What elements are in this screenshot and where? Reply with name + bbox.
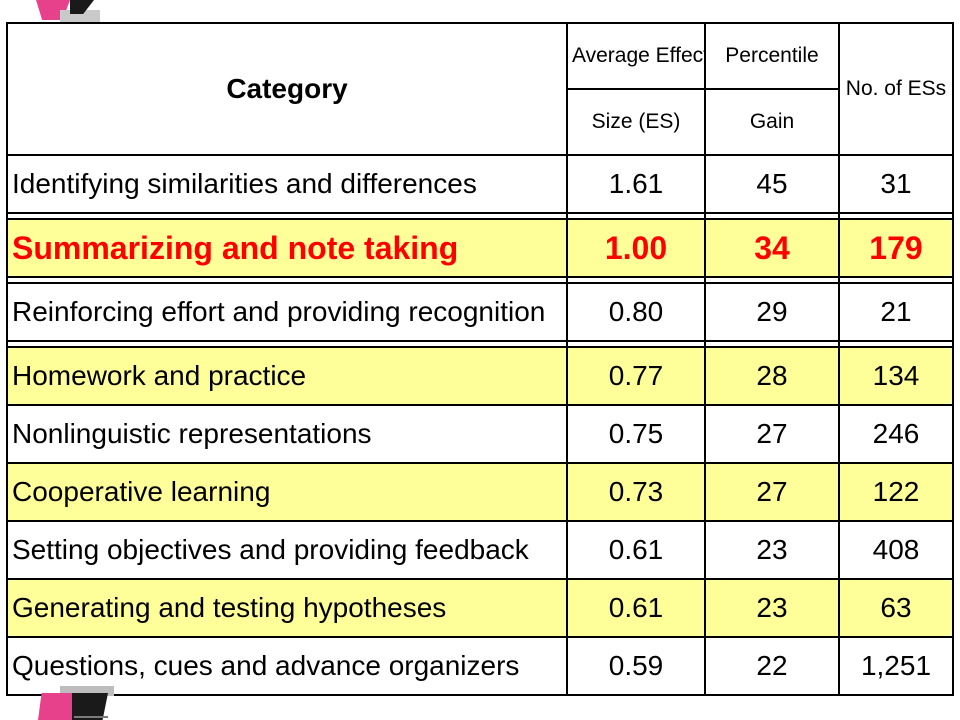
percentile-gain-cell: 23: [704, 520, 840, 580]
table-row: Setting objectives and providing feedbac…: [6, 520, 954, 580]
table-row: Summarizing and note taking 1.00 34 179: [6, 218, 954, 278]
corner-decoration-line: [74, 716, 108, 718]
table-row: Homework and practice 0.77 28 134: [6, 346, 954, 406]
category-cell: Setting objectives and providing feedbac…: [6, 520, 568, 580]
header-effect-size-bottom: Size (ES): [566, 88, 706, 156]
row-separator: [6, 341, 954, 347]
count-cell: 122: [838, 462, 954, 522]
category-cell: Nonlinguistic representations: [6, 404, 568, 464]
count-cell: 1,251: [838, 636, 954, 696]
separator-cell: [704, 341, 840, 347]
effect-size-cell: 0.61: [566, 520, 706, 580]
separator-cell: [6, 277, 568, 283]
effect-size-cell: 0.59: [566, 636, 706, 696]
separator-cell: [838, 213, 954, 219]
category-cell: Reinforcing effort and providing recogni…: [6, 282, 568, 342]
separator-cell: [6, 341, 568, 347]
corner-decoration-gray-bottom: [60, 686, 114, 696]
effect-size-cell: 0.80: [566, 282, 706, 342]
separator-cell: [566, 277, 706, 283]
percentile-gain-cell: 45: [704, 154, 840, 214]
percentile-gain-cell: 34: [704, 218, 840, 278]
separator-cell: [6, 213, 568, 219]
table-row: Nonlinguistic representations 0.75 27 246: [6, 404, 954, 464]
category-cell: Summarizing and note taking: [6, 218, 568, 278]
effect-size-cell: 0.75: [566, 404, 706, 464]
row-separator: [6, 213, 954, 219]
percentile-gain-cell: 22: [704, 636, 840, 696]
category-cell: Homework and practice: [6, 346, 568, 406]
category-cell: Identifying similarities and differences: [6, 154, 568, 214]
table-row: Reinforcing effort and providing recogni…: [6, 282, 954, 342]
separator-cell: [838, 277, 954, 283]
count-cell: 246: [838, 404, 954, 464]
separator-cell: [704, 277, 840, 283]
separator-cell: [704, 213, 840, 219]
count-cell: 179: [838, 218, 954, 278]
strategies-table: Category Average Effect Percentile No. o…: [6, 22, 954, 696]
corner-decoration-black-bottom: [72, 693, 108, 720]
percentile-gain-cell: 27: [704, 404, 840, 464]
row-separator: [6, 277, 954, 283]
effect-size-cell: 0.73: [566, 462, 706, 522]
category-cell: Questions, cues and advance organizers: [6, 636, 568, 696]
effect-size-cell: 0.77: [566, 346, 706, 406]
percentile-gain-cell: 29: [704, 282, 840, 342]
count-cell: 134: [838, 346, 954, 406]
count-cell: 21: [838, 282, 954, 342]
header-percentile-bottom: Gain: [704, 88, 840, 156]
table-row: Questions, cues and advance organizers 0.…: [6, 636, 954, 696]
corner-decoration-pink-bottom: [38, 693, 74, 720]
count-cell: 31: [838, 154, 954, 214]
category-cell: Cooperative learning: [6, 462, 568, 522]
header-category: Category: [6, 22, 568, 156]
table-row: Cooperative learning 0.73 27 122: [6, 462, 954, 522]
effect-size-cell: 1.00: [566, 218, 706, 278]
effect-size-cell: 0.61: [566, 578, 706, 638]
count-cell: 408: [838, 520, 954, 580]
table-row: Identifying similarities and differences…: [6, 154, 954, 214]
header-row-bottom: Size (ES) Gain: [7, 88, 953, 156]
effect-size-cell: 1.61: [566, 154, 706, 214]
count-cell: 63: [838, 578, 954, 638]
header-row-top: Category Average Effect Percentile No. o…: [6, 22, 954, 156]
separator-cell: [566, 213, 706, 219]
separator-cell: [838, 341, 954, 347]
header-count: No. of ESs: [838, 22, 954, 156]
category-cell: Generating and testing hypotheses: [6, 578, 568, 638]
header-effect-size-top: Average Effect: [566, 22, 706, 90]
header-percentile-top: Percentile: [704, 22, 840, 90]
percentile-gain-cell: 23: [704, 578, 840, 638]
table-row: Generating and testing hypotheses 0.61 23 6…: [6, 578, 954, 638]
percentile-gain-cell: 27: [704, 462, 840, 522]
percentile-gain-cell: 28: [704, 346, 840, 406]
separator-cell: [566, 341, 706, 347]
